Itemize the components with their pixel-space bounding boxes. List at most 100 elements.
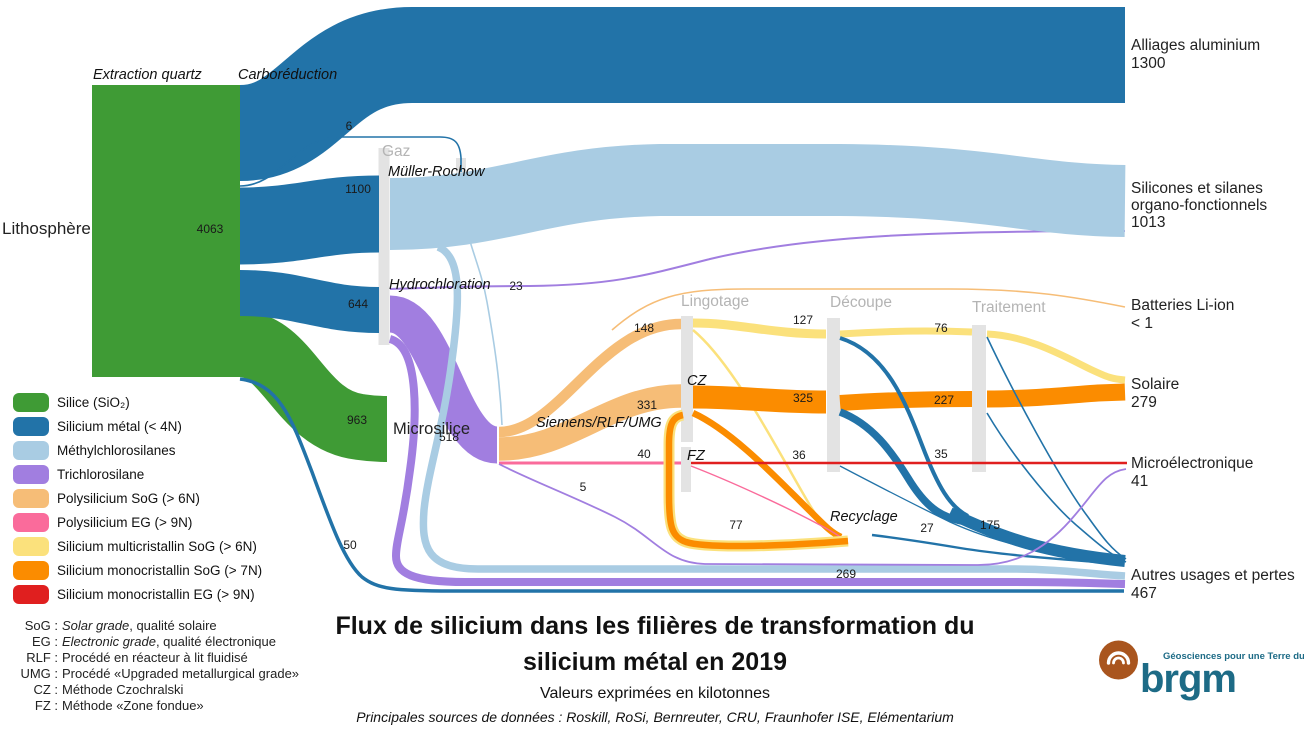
label-microsilice: Microsilice (393, 420, 470, 438)
value-325: 325 (793, 391, 813, 405)
flow-muller-silicones-1013 (389, 144, 1126, 250)
node-bar-decoupe (827, 318, 840, 472)
endpoint-alliages: Alliages aluminium (1131, 37, 1260, 54)
label-traitement: Traitement (972, 299, 1046, 316)
abbr-key: EG : (31, 634, 58, 649)
value-76: 76 (934, 321, 948, 335)
flow-siemens-pertes-5 (498, 463, 1127, 566)
flow-recycle-loop-77 (665, 411, 849, 550)
flow-traitement-solaire-mono (986, 383, 1126, 408)
flow-value-labels: 4063 6 1100 644 963 50 23 518 5 148 331 … (197, 119, 1001, 581)
flow-hydro-siemens-518 (386, 295, 501, 464)
abbr-row-umg: UMG : Procédé «Upgraded metallurgical gr… (0, 666, 310, 682)
value-644: 644 (348, 297, 368, 311)
value-50: 50 (343, 538, 357, 552)
brgm-logo-disc-icon (1099, 640, 1138, 680)
flow-traitement-pertes-1 (986, 336, 1127, 560)
endpoint-silicones-2: organo-fonctionnels (1131, 197, 1267, 214)
flow-carboreduction-gaz (239, 136, 462, 187)
endpoint-silicones-1: Silicones et silanes (1131, 180, 1263, 197)
abbr-row-sog: SoG : Solar grade, qualité solaire (0, 618, 310, 634)
flow-carboreduction-alliages (236, 6, 1125, 181)
legend-swatch-poly-sog (13, 489, 49, 508)
value-227: 227 (934, 393, 954, 407)
value-331: 331 (637, 398, 657, 412)
brgm-logo: brgm Géosciences pour une Terre durable (1099, 640, 1304, 701)
node-bar-muller-hydro (378, 148, 390, 345)
process-labels: Lithosphère Extraction quartz Carboréduc… (2, 67, 1046, 525)
flow-carboreduction-muller (239, 175, 380, 265)
label-siemens: Siemens/RLF/UMG (536, 415, 662, 431)
value-27: 27 (920, 521, 934, 535)
abbr-rest: , qualité électronique (155, 634, 276, 649)
flow-siemens-cz-331 (498, 384, 682, 461)
flow-hydro-silicones-23 (389, 230, 1126, 290)
chart-subtitle: Valeurs exprimées en kilotonnes (539, 685, 771, 702)
legend-swatch-multi-sog (13, 537, 49, 556)
value-35: 35 (934, 447, 948, 461)
flow-lithosphere-carboreduction (92, 85, 240, 377)
legend-label-silice: Silice (SiO₂) (57, 395, 130, 410)
abbr-key: SoG : (24, 618, 58, 633)
endpoint-microelectronique-value: 41 (1131, 473, 1148, 490)
legend-item: Polysilicium EG (> 9N) (13, 513, 192, 532)
legend-item: Silicium monocristallin EG (> 9N) (13, 585, 255, 604)
label-gaz: Gaz (382, 143, 410, 160)
legend-label-methylchlorosilanes: Méthylchlorosilanes (57, 443, 176, 458)
abbr-row-rlf: RLF : Procédé en réacteur à lit fluidisé (0, 650, 310, 666)
label-recyclage: Recyclage (830, 509, 898, 525)
abbr-row-fz: FZ : Méthode «Zone fondue» (0, 698, 310, 714)
value-175: 175 (980, 518, 1000, 532)
legend-item: Silicium multicristallin SoG (> 6N) (13, 537, 257, 556)
node-bar-traitement (972, 325, 986, 472)
value-23: 23 (509, 279, 523, 293)
flow-decoupe-pertes-multi (839, 336, 969, 518)
endpoint-silicones-value: 1013 (1131, 214, 1165, 231)
label-decoupe: Découpe (830, 294, 892, 311)
value-36: 36 (792, 448, 806, 462)
endpoint-autres: Autres usages et pertes (1131, 567, 1295, 584)
abbr-key: UMG : (20, 666, 58, 681)
flow-carboreduction-hydro (239, 270, 380, 333)
abbr-key: RLF : (26, 650, 58, 665)
legend-swatch-trichlorosilane (13, 465, 49, 484)
flow-pertes-175 (947, 507, 1126, 567)
abbr-rest: Méthode «Zone fondue» (62, 698, 204, 713)
title-block: Flux de silicium dans les filières de tr… (278, 608, 1032, 725)
legend-swatch-silicium-metal (13, 417, 49, 436)
value-4063: 4063 (197, 222, 224, 236)
abbr-row-eg: EG : Electronic grade, qualité électroni… (0, 634, 310, 650)
endpoint-solaire: Solaire (1131, 376, 1179, 393)
value-5: 5 (580, 480, 587, 494)
flow-fz-recyclage (690, 465, 843, 539)
value-77: 77 (729, 518, 743, 532)
value-127: 127 (793, 313, 813, 327)
abbr-italic: Solar grade (62, 618, 130, 633)
endpoint-labels: Alliages aluminium 1300 Silicones et sil… (1131, 37, 1295, 602)
value-269: 269 (836, 567, 856, 581)
abbr-rest: , qualité solaire (129, 618, 217, 633)
legend-item: Silicium monocristallin SoG (> 7N) (13, 561, 262, 580)
value-148: 148 (634, 321, 654, 335)
abbr-row-cz: CZ : Méthode Czochralski (0, 682, 310, 698)
abbr-key: FZ : (34, 698, 58, 713)
legend-label-poly-eg: Polysilicium EG (> 9N) (57, 515, 192, 530)
legend-label-mono-eg: Silicium monocristallin EG (> 9N) (57, 587, 255, 602)
flow-batteries (611, 288, 1126, 331)
chart-sources: Principales sources de données : Roskill… (356, 709, 954, 725)
label-cz: CZ (687, 373, 707, 389)
brgm-arc-outer-icon (1106, 651, 1131, 665)
legend-item: Silice (SiO₂) (13, 393, 130, 412)
node-bars (378, 148, 986, 492)
label-muller-rochow: Müller-Rochow (388, 164, 486, 180)
brgm-arc-inner-icon (1112, 656, 1125, 665)
flow-lingotage-decoupe-127 (692, 318, 827, 339)
flow-traitement-solaire-multi (986, 330, 1126, 384)
label-extraction-quartz: Extraction quartz (93, 67, 203, 83)
legend-swatch-mono-eg (13, 585, 49, 604)
flow-lingotage-recyclage-multi (692, 329, 842, 539)
chart-title-line1: Flux de silicium dans les filières de tr… (335, 612, 975, 640)
flow-decoupe-traitement-227 (839, 391, 973, 411)
label-lingotage: Lingotage (681, 293, 749, 310)
